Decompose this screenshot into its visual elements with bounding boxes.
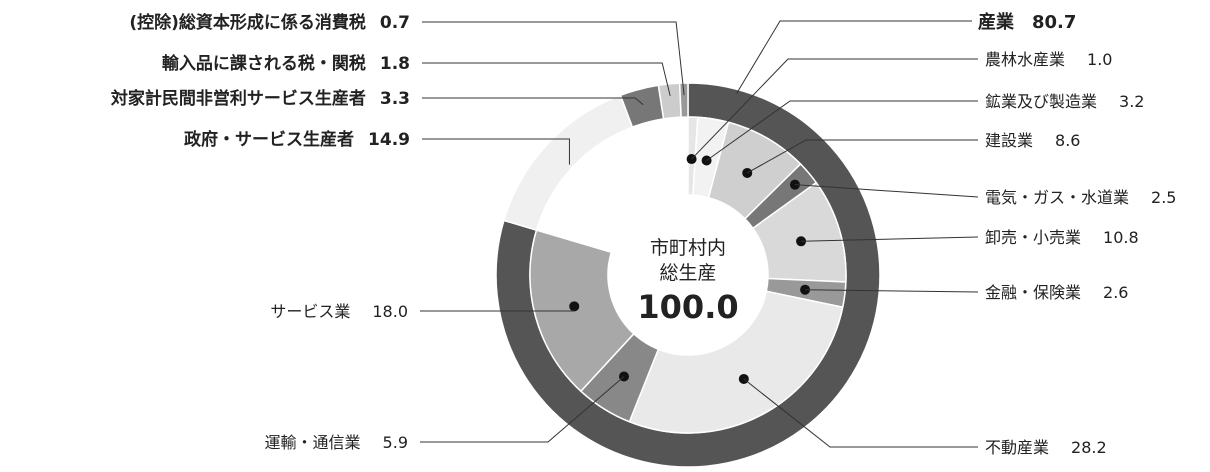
- outer-leader-2: [422, 97, 644, 106]
- outer-slice-1: [502, 94, 634, 232]
- center-line1: 市町村内: [650, 237, 726, 259]
- inner-label-5: 金融・保険業 2.6: [985, 283, 1128, 302]
- outer-label-4: (控除)総資本形成に係る消費税 0.7: [129, 12, 410, 33]
- inner-leader-7: [420, 376, 625, 443]
- inner-label-4: 卸売・小売業 10.8: [985, 228, 1139, 247]
- outer-leader-3: [422, 62, 671, 97]
- inner-leader-0: [691, 58, 978, 160]
- inner-label-0: 農林水産業 1.0: [985, 50, 1112, 69]
- inner-leader-6: [743, 378, 978, 448]
- slice-labels: 産業 80.7 政府・サービス生産者 14.9 対家計民間非営利サービス生産者 3.3 輸入…: [110, 11, 1177, 457]
- inner-label-2: 建設業 8.6: [985, 131, 1080, 150]
- outer-leader-4: [422, 21, 685, 96]
- slice-dot-8: [569, 301, 580, 312]
- inner-label-8: サービス業 18.0: [270, 302, 408, 321]
- inner-leader-3: [794, 184, 979, 198]
- inner-leader-1: [706, 100, 978, 161]
- outer-leader-0: [736, 20, 972, 94]
- inner-label-7: 運輸・通信業 5.9: [265, 433, 408, 452]
- center-hole: [608, 195, 768, 355]
- outer-label-2: 対家計民間非営利サービス生産者 3.3: [110, 88, 410, 109]
- inner-label-1: 鉱業及び製造業 3.2: [985, 92, 1144, 111]
- inner-label-3: 電気・ガス・水道業 2.5: [985, 188, 1176, 207]
- inner-leader-4: [801, 236, 979, 242]
- outer-label-0: 産業 80.7: [978, 11, 1076, 33]
- outer-label-1: 政府・サービス生産者 14.9: [184, 129, 410, 150]
- outer-label-3: 輸入品に課される税・関税 1.8: [162, 53, 410, 74]
- leader-lines: [420, 20, 979, 448]
- center-total: 100.0: [637, 288, 738, 326]
- inner-label-6: 不動産業 28.2: [985, 438, 1107, 457]
- inner-leader-5: [805, 289, 979, 293]
- inner-leader-2: [747, 139, 978, 174]
- center-line2: 総生産: [659, 262, 716, 284]
- outer-leader-1: [422, 138, 570, 165]
